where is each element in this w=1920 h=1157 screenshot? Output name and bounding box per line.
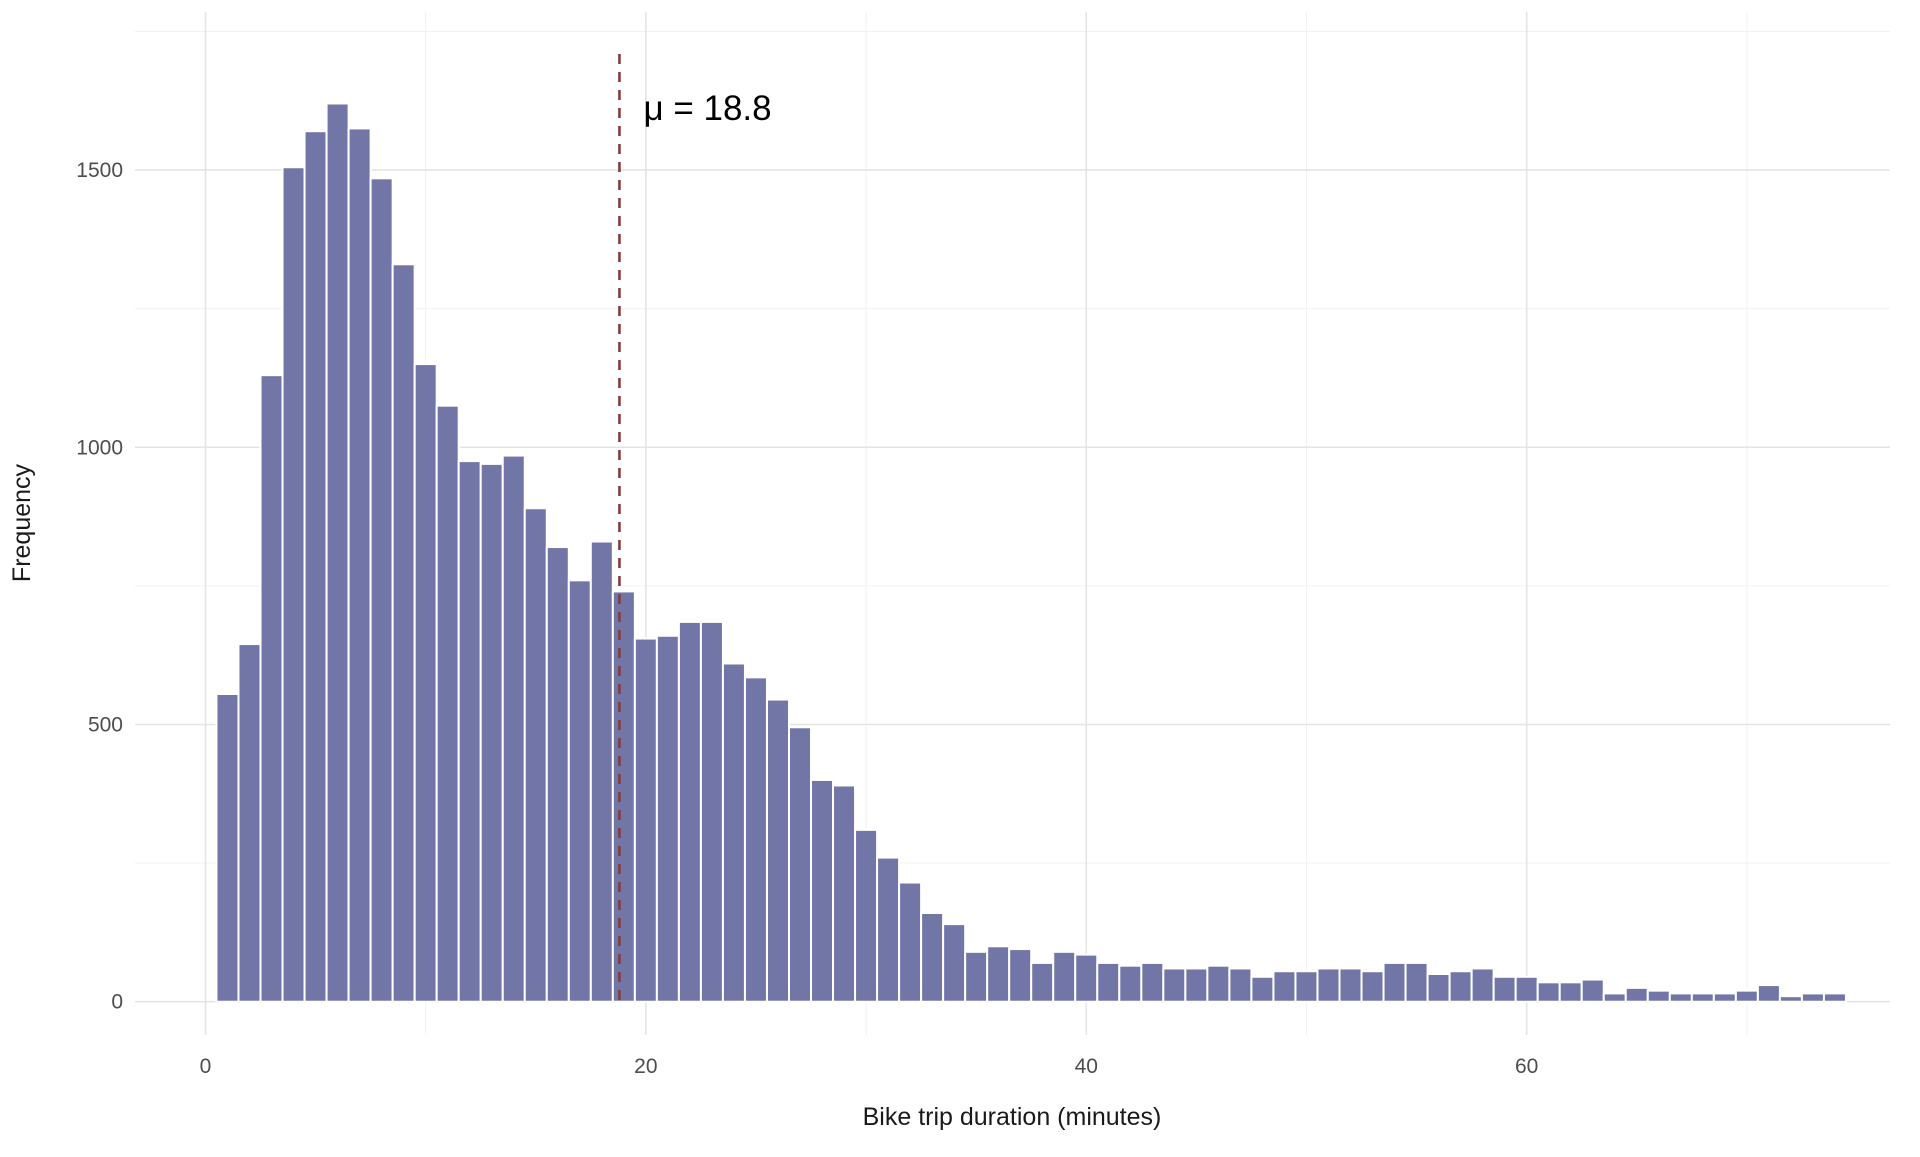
histogram-bar [1470, 967, 1495, 1003]
histogram-bar [1162, 967, 1187, 1003]
histogram-bar [1514, 975, 1539, 1003]
histogram-bar [1580, 978, 1605, 1003]
histogram-bar [743, 676, 768, 1003]
histogram-bar [281, 166, 306, 1003]
y-tick-label: 1500 [76, 159, 123, 182]
histogram-bar [1206, 964, 1231, 1003]
histogram-bar [1448, 970, 1473, 1003]
histogram-bar [1382, 961, 1407, 1003]
histogram-bar [1668, 992, 1693, 1003]
x-tick-label: 40 [1075, 1055, 1098, 1078]
y-tick-label: 500 [88, 713, 123, 736]
y-tick-label: 1000 [76, 436, 123, 459]
histogram-bar [1096, 961, 1121, 1003]
x-tick-label: 20 [634, 1055, 657, 1078]
histogram-bar [523, 507, 548, 1003]
histogram-bar [854, 828, 879, 1003]
histogram-bar [1712, 992, 1737, 1003]
histogram-bar [1272, 970, 1297, 1003]
histogram-bar [699, 620, 724, 1003]
histogram-bar [1140, 961, 1165, 1003]
histogram-bar [876, 856, 901, 1003]
histogram-bar [832, 784, 857, 1003]
y-axis-title: Frequency [8, 463, 36, 582]
histogram-bar [1756, 984, 1781, 1003]
histogram-bar [964, 950, 989, 1003]
histogram-bar [810, 778, 835, 1003]
histogram-bar [435, 404, 460, 1003]
histogram-bar [1074, 953, 1099, 1003]
histogram-bar [611, 590, 636, 1003]
histogram-bar [1316, 967, 1341, 1003]
histogram-bar [1228, 967, 1253, 1003]
histogram-bar [545, 546, 570, 1003]
histogram-bar [1118, 964, 1143, 1003]
histogram-bar [391, 263, 416, 1003]
histogram-bar [215, 693, 240, 1003]
x-tick-label: 60 [1515, 1055, 1538, 1078]
histogram-bar [721, 662, 746, 1003]
histogram-bar [1778, 995, 1803, 1003]
y-tick-label: 0 [111, 991, 123, 1014]
histogram-bar [1360, 970, 1385, 1003]
histogram-bar [501, 454, 526, 1003]
histogram-bar [1646, 989, 1671, 1003]
histogram-bar [1822, 992, 1847, 1003]
histogram-bar [1536, 981, 1561, 1003]
histogram-bar [1602, 992, 1627, 1003]
mean-label: μ = 18.8 [643, 89, 771, 128]
histogram-bar [1294, 970, 1319, 1003]
histogram-bar [589, 540, 614, 1003]
histogram-bar [1008, 948, 1033, 1003]
histogram-bar [303, 130, 328, 1003]
histogram-bar [1404, 961, 1429, 1003]
histogram-bar [457, 460, 482, 1003]
histogram-bar [920, 912, 945, 1003]
histogram-bar [942, 923, 967, 1003]
histogram-bar [1250, 975, 1275, 1003]
histogram-bar [1734, 989, 1759, 1003]
histogram-bar [1030, 961, 1055, 1003]
histogram-bar [325, 102, 350, 1003]
histogram-bar [633, 637, 658, 1003]
histogram-bar [1624, 986, 1649, 1003]
histogram-bar [765, 698, 790, 1003]
histogram-bar [1426, 973, 1451, 1003]
histogram-bar [1338, 967, 1363, 1003]
histogram-bar [479, 462, 504, 1003]
histogram-bar [655, 634, 680, 1003]
histogram-bar [369, 177, 394, 1003]
histogram-bar [787, 726, 813, 1003]
histogram-bar [1558, 981, 1583, 1003]
histogram-bar [898, 881, 923, 1003]
x-tick-label: 0 [200, 1055, 212, 1078]
axis-labels-layer: 0 20 40 60 0 500 1000 1500 [76, 159, 1538, 1078]
histogram-bar [1800, 992, 1825, 1003]
histogram-bar [1690, 992, 1715, 1003]
histogram-bar [986, 945, 1011, 1003]
histogram-bar [259, 374, 284, 1003]
histogram-bar [567, 579, 592, 1003]
histogram-bar [1184, 967, 1209, 1003]
x-axis-title: Bike trip duration (minutes) [863, 1103, 1162, 1131]
histogram-bar [347, 127, 372, 1003]
histogram-bar [1492, 975, 1517, 1003]
bars-layer [215, 102, 1847, 1003]
histogram-bar [413, 363, 438, 1003]
histogram-bar [677, 620, 702, 1003]
histogram-bar [1052, 950, 1077, 1003]
histogram-bar [237, 643, 262, 1003]
